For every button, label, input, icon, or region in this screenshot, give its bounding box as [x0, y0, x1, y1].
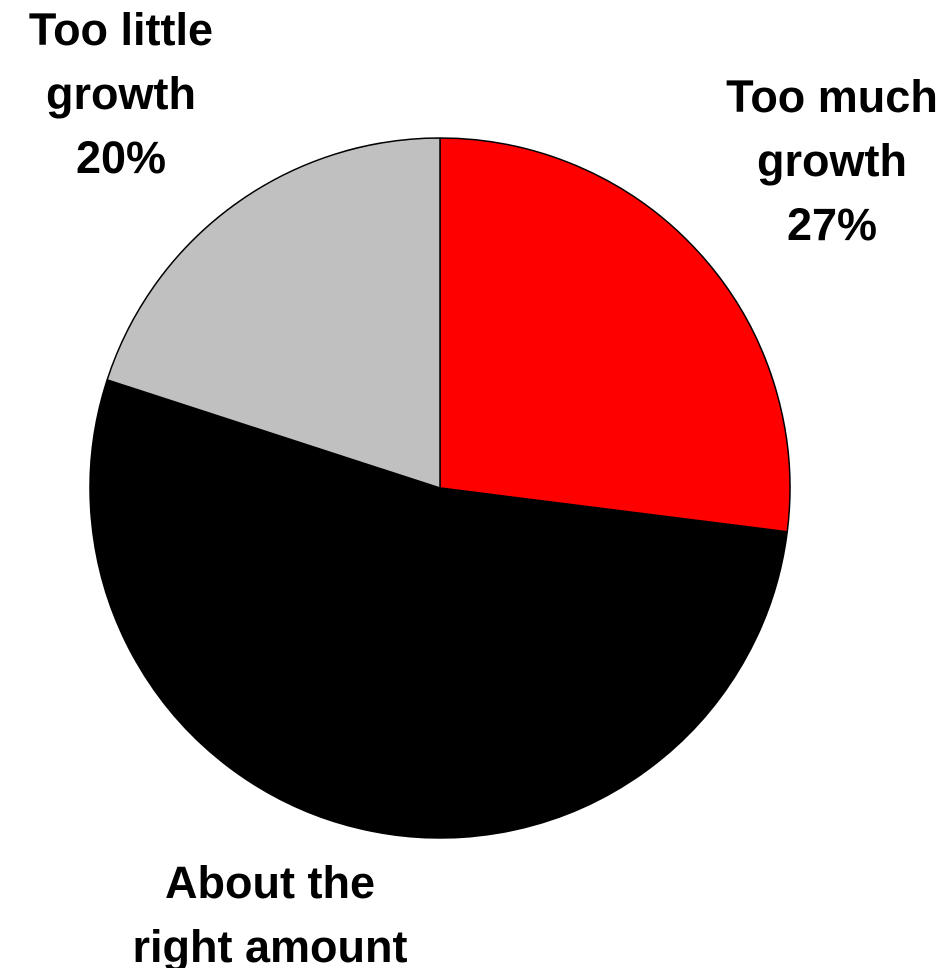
pie-slice: [439, 137, 791, 533]
slice-label-line: Too much: [726, 71, 938, 122]
slice-label: Too little growth 20%: [29, 4, 213, 183]
slice-value-text: 27%: [787, 199, 877, 250]
pie-slices: [89, 137, 791, 839]
slice-label: About the right amount: [133, 857, 408, 968]
slice-label: Too much growth 27%: [726, 71, 938, 250]
pie-slice: [106, 137, 441, 489]
slice-label-line: growth: [757, 135, 907, 186]
pie-slice: [89, 379, 788, 839]
slice-label-line: right amount: [133, 921, 408, 968]
slice-value-text: 20%: [76, 132, 166, 183]
slice-label-line: growth: [46, 68, 196, 119]
slice-label-line: About the: [165, 857, 375, 908]
pie-labels: Too much growth 27% About the right amount To…: [29, 4, 938, 968]
slice-label-line: Too little: [29, 4, 213, 55]
